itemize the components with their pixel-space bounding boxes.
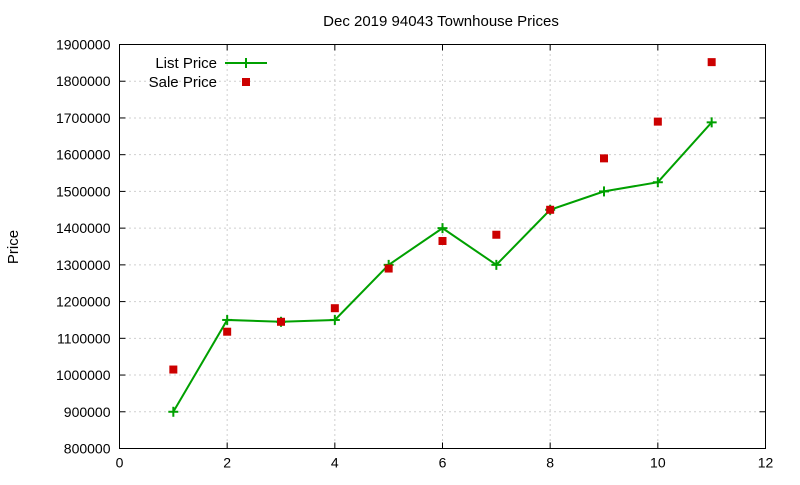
grid	[119, 44, 766, 449]
y-tick-label: 1800000	[56, 73, 111, 89]
data-point	[384, 264, 393, 273]
y-tick-label: 1200000	[56, 294, 111, 310]
y-tick-label: 1100000	[57, 330, 111, 346]
y-axis-label: Price	[5, 230, 22, 264]
y-tick-label: 1000000	[56, 367, 111, 383]
y-tick-label: 800000	[64, 441, 111, 457]
data-point	[223, 327, 232, 336]
chart-title: Dec 2019 94043 Townhouse Prices	[323, 13, 559, 30]
data-point	[599, 186, 609, 197]
legend: List Price Sale Price	[149, 55, 267, 91]
y-tick-label: 1500000	[56, 183, 111, 199]
legend-item: Sale Price	[149, 74, 250, 91]
legend-swatch-marker	[241, 58, 251, 68]
data-point	[330, 304, 339, 313]
legend-swatch-marker	[242, 78, 250, 86]
y-tick-label: 1900000	[56, 37, 111, 53]
legend-label: List Price	[155, 55, 217, 72]
data-point	[222, 314, 233, 325]
y-tick-label: 1400000	[56, 220, 111, 236]
y-tick-label: 1600000	[56, 147, 111, 163]
data-point	[492, 230, 501, 239]
x-tick-label: 10	[650, 455, 666, 471]
x-tick-label: 2	[223, 455, 231, 471]
y-tick-label: 900000	[64, 404, 111, 420]
x-tick-label: 12	[758, 455, 774, 471]
data-point	[329, 314, 340, 325]
series-sale-price	[169, 58, 716, 374]
data-point	[438, 236, 447, 245]
series-line	[172, 121, 713, 413]
series-list-price	[168, 117, 717, 417]
legend-label: Sale Price	[149, 74, 217, 91]
data-point	[169, 365, 178, 374]
axes: 0 2 4 6 8 10 12 800000 900000 1000000 1100000 12000…	[56, 37, 774, 471]
y-tick-label: 1700000	[56, 110, 111, 126]
data-point	[277, 317, 285, 326]
data-point	[600, 154, 608, 163]
data-point	[546, 205, 555, 214]
data-point	[653, 117, 662, 126]
data-point	[707, 58, 716, 67]
data-point	[437, 223, 448, 234]
y-tick-label: 1300000	[56, 257, 111, 273]
x-tick-label: 8	[546, 455, 554, 471]
x-tick-label: 0	[116, 455, 124, 471]
data-point	[652, 177, 663, 188]
x-tick-label: 6	[439, 455, 447, 471]
series-layer	[168, 58, 717, 417]
x-tick-label: 4	[331, 455, 339, 471]
plot-frame	[119, 44, 766, 449]
data-point	[491, 259, 502, 270]
legend-item: List Price	[155, 55, 267, 72]
data-point	[168, 406, 179, 417]
data-point	[706, 117, 717, 128]
